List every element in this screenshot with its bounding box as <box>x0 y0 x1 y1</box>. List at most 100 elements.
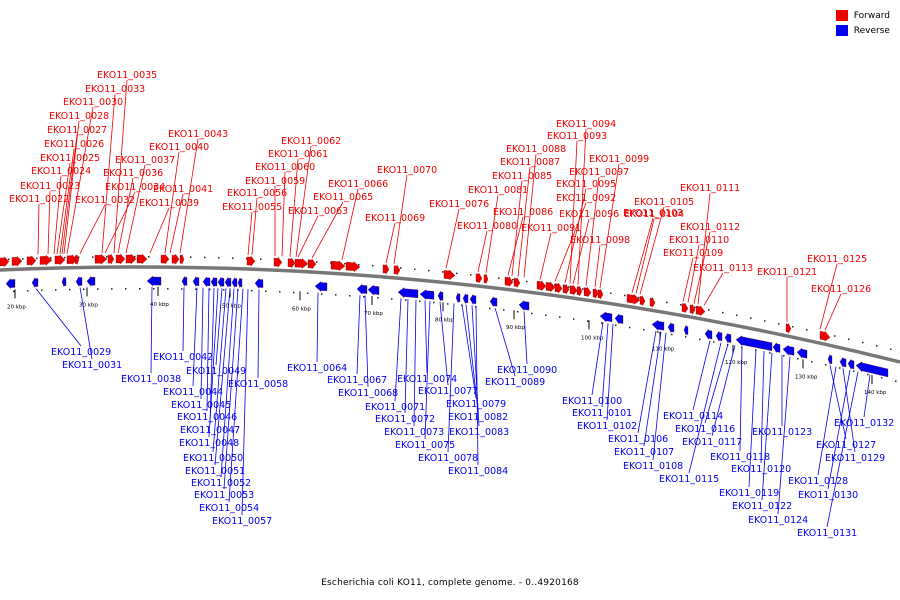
minor-tick <box>783 355 785 357</box>
label-leader-line <box>79 287 93 360</box>
gene-label: EKO11_0037 <box>115 155 175 166</box>
forward-gene-arrow <box>136 253 148 265</box>
label-leader-line <box>585 176 600 286</box>
label-leader-line <box>35 288 82 347</box>
label-leader-line <box>251 197 258 256</box>
gene-label: EKO11_0061 <box>268 149 328 160</box>
reverse-gene-arrow <box>237 277 243 288</box>
gene-label: EKO11_0079 <box>446 399 506 410</box>
label-leader-line <box>182 287 185 352</box>
minor-tick <box>811 361 813 363</box>
forward-gene-arrow <box>382 263 390 275</box>
minor-tick <box>260 258 262 260</box>
minor-tick <box>601 322 603 324</box>
label-leader-line <box>212 288 227 453</box>
label-leader-line <box>385 222 396 264</box>
scale-tick-label: 140 kbp <box>864 390 887 396</box>
gene-label: EKO11_0110 <box>669 235 729 246</box>
minor-tick <box>498 277 500 279</box>
label-leader-line <box>461 304 477 399</box>
label-leader-line <box>539 232 552 280</box>
gene-label: EKO11_0124 <box>748 515 808 526</box>
minor-tick <box>265 290 267 292</box>
gene-label: EKO11_0085 <box>492 171 552 182</box>
minor-tick <box>330 262 332 264</box>
label-leader-line <box>61 134 78 254</box>
reverse-gene-arrow <box>367 284 380 296</box>
forward-gene-arrow <box>583 286 592 298</box>
minor-tick <box>694 306 696 309</box>
gene-label: EKO11_0062 <box>281 136 341 147</box>
forward-gene-arrow <box>513 277 521 289</box>
label-leader-line <box>247 211 253 256</box>
label-leader-line <box>214 288 231 466</box>
minor-tick <box>680 304 682 306</box>
minor-tick <box>531 312 533 315</box>
gene-label: EKO11_0111 <box>680 183 740 194</box>
gene-label: EKO11_0041 <box>153 184 213 195</box>
gene-label: EKO11_0084 <box>448 466 508 477</box>
gene-label: EKO11_0116 <box>675 424 735 435</box>
minor-tick <box>111 288 113 290</box>
minor-tick <box>456 272 458 275</box>
label-leader-line <box>101 93 116 254</box>
minor-tick <box>862 341 864 344</box>
minor-tick <box>848 338 850 340</box>
gene-label: EKO11_0108 <box>623 461 683 472</box>
scale-tick-label: 110 kbp <box>652 347 675 353</box>
minor-tick <box>218 257 220 259</box>
gene-label: EKO11_0032 <box>75 195 135 206</box>
label-leader-line <box>643 331 662 447</box>
minor-tick <box>666 301 668 304</box>
gene-label: EKO11_0027 <box>47 125 107 136</box>
forward-gene-arrow <box>649 297 656 308</box>
minor-tick <box>876 345 878 347</box>
label-leader-line <box>523 311 528 365</box>
label-leader-line <box>364 295 369 388</box>
gene-label: EKO11_0052 <box>191 478 251 489</box>
forward-gene-arrow <box>681 302 689 314</box>
label-leader-line <box>564 188 587 283</box>
label-leader-line <box>523 153 537 278</box>
gene-label: EKO11_0114 <box>663 411 723 422</box>
label-leader-line <box>517 166 531 277</box>
label-leader-line <box>179 138 199 254</box>
label-leader-line <box>827 369 851 490</box>
minor-tick <box>461 304 463 307</box>
scale-tick-label: 120 kbp <box>725 360 748 366</box>
label-leader-line <box>257 289 260 379</box>
minor-tick <box>512 278 514 281</box>
label-leader-line <box>295 145 312 258</box>
label-leader-line <box>311 201 344 259</box>
forward-swatch <box>835 10 848 21</box>
gene-label: EKO11_0106 <box>608 434 668 445</box>
gene-label: EKO11_0119 <box>719 488 779 499</box>
forward-gene-arrow <box>562 283 570 295</box>
label-leader-line <box>688 342 722 474</box>
minor-tick <box>825 364 827 366</box>
label-leader-line <box>63 120 80 254</box>
reverse-gene-arrow <box>455 292 461 303</box>
minor-tick <box>27 290 29 292</box>
gene-label: EKO11_0064 <box>287 363 347 374</box>
legend-forward-label: Forward <box>853 10 890 21</box>
label-leader-line <box>485 194 499 273</box>
scale-tick-label: 100 kbp <box>581 335 604 341</box>
label-leader-line <box>356 295 361 375</box>
minor-tick <box>554 284 556 286</box>
gene-label: EKO11_0024 <box>31 166 91 177</box>
gene-label: EKO11_0132 <box>834 418 894 429</box>
label-leader-line <box>703 272 724 306</box>
gene-label: EKO11_0073 <box>384 427 444 438</box>
label-leader-line <box>697 192 711 305</box>
gene-label: EKO11_0049 <box>186 366 246 377</box>
label-leader-line <box>297 215 319 258</box>
forward-gene-arrow <box>125 253 137 265</box>
gene-label: EKO11_0063 <box>288 206 348 217</box>
reverse-gene-arrow <box>683 325 689 336</box>
minor-tick <box>419 300 421 303</box>
reverse-gene-arrow <box>75 275 83 288</box>
gene-label: EKO11_0096 <box>559 209 619 220</box>
minor-tick <box>722 311 724 314</box>
legend-reverse-label: Reverse <box>853 25 890 36</box>
